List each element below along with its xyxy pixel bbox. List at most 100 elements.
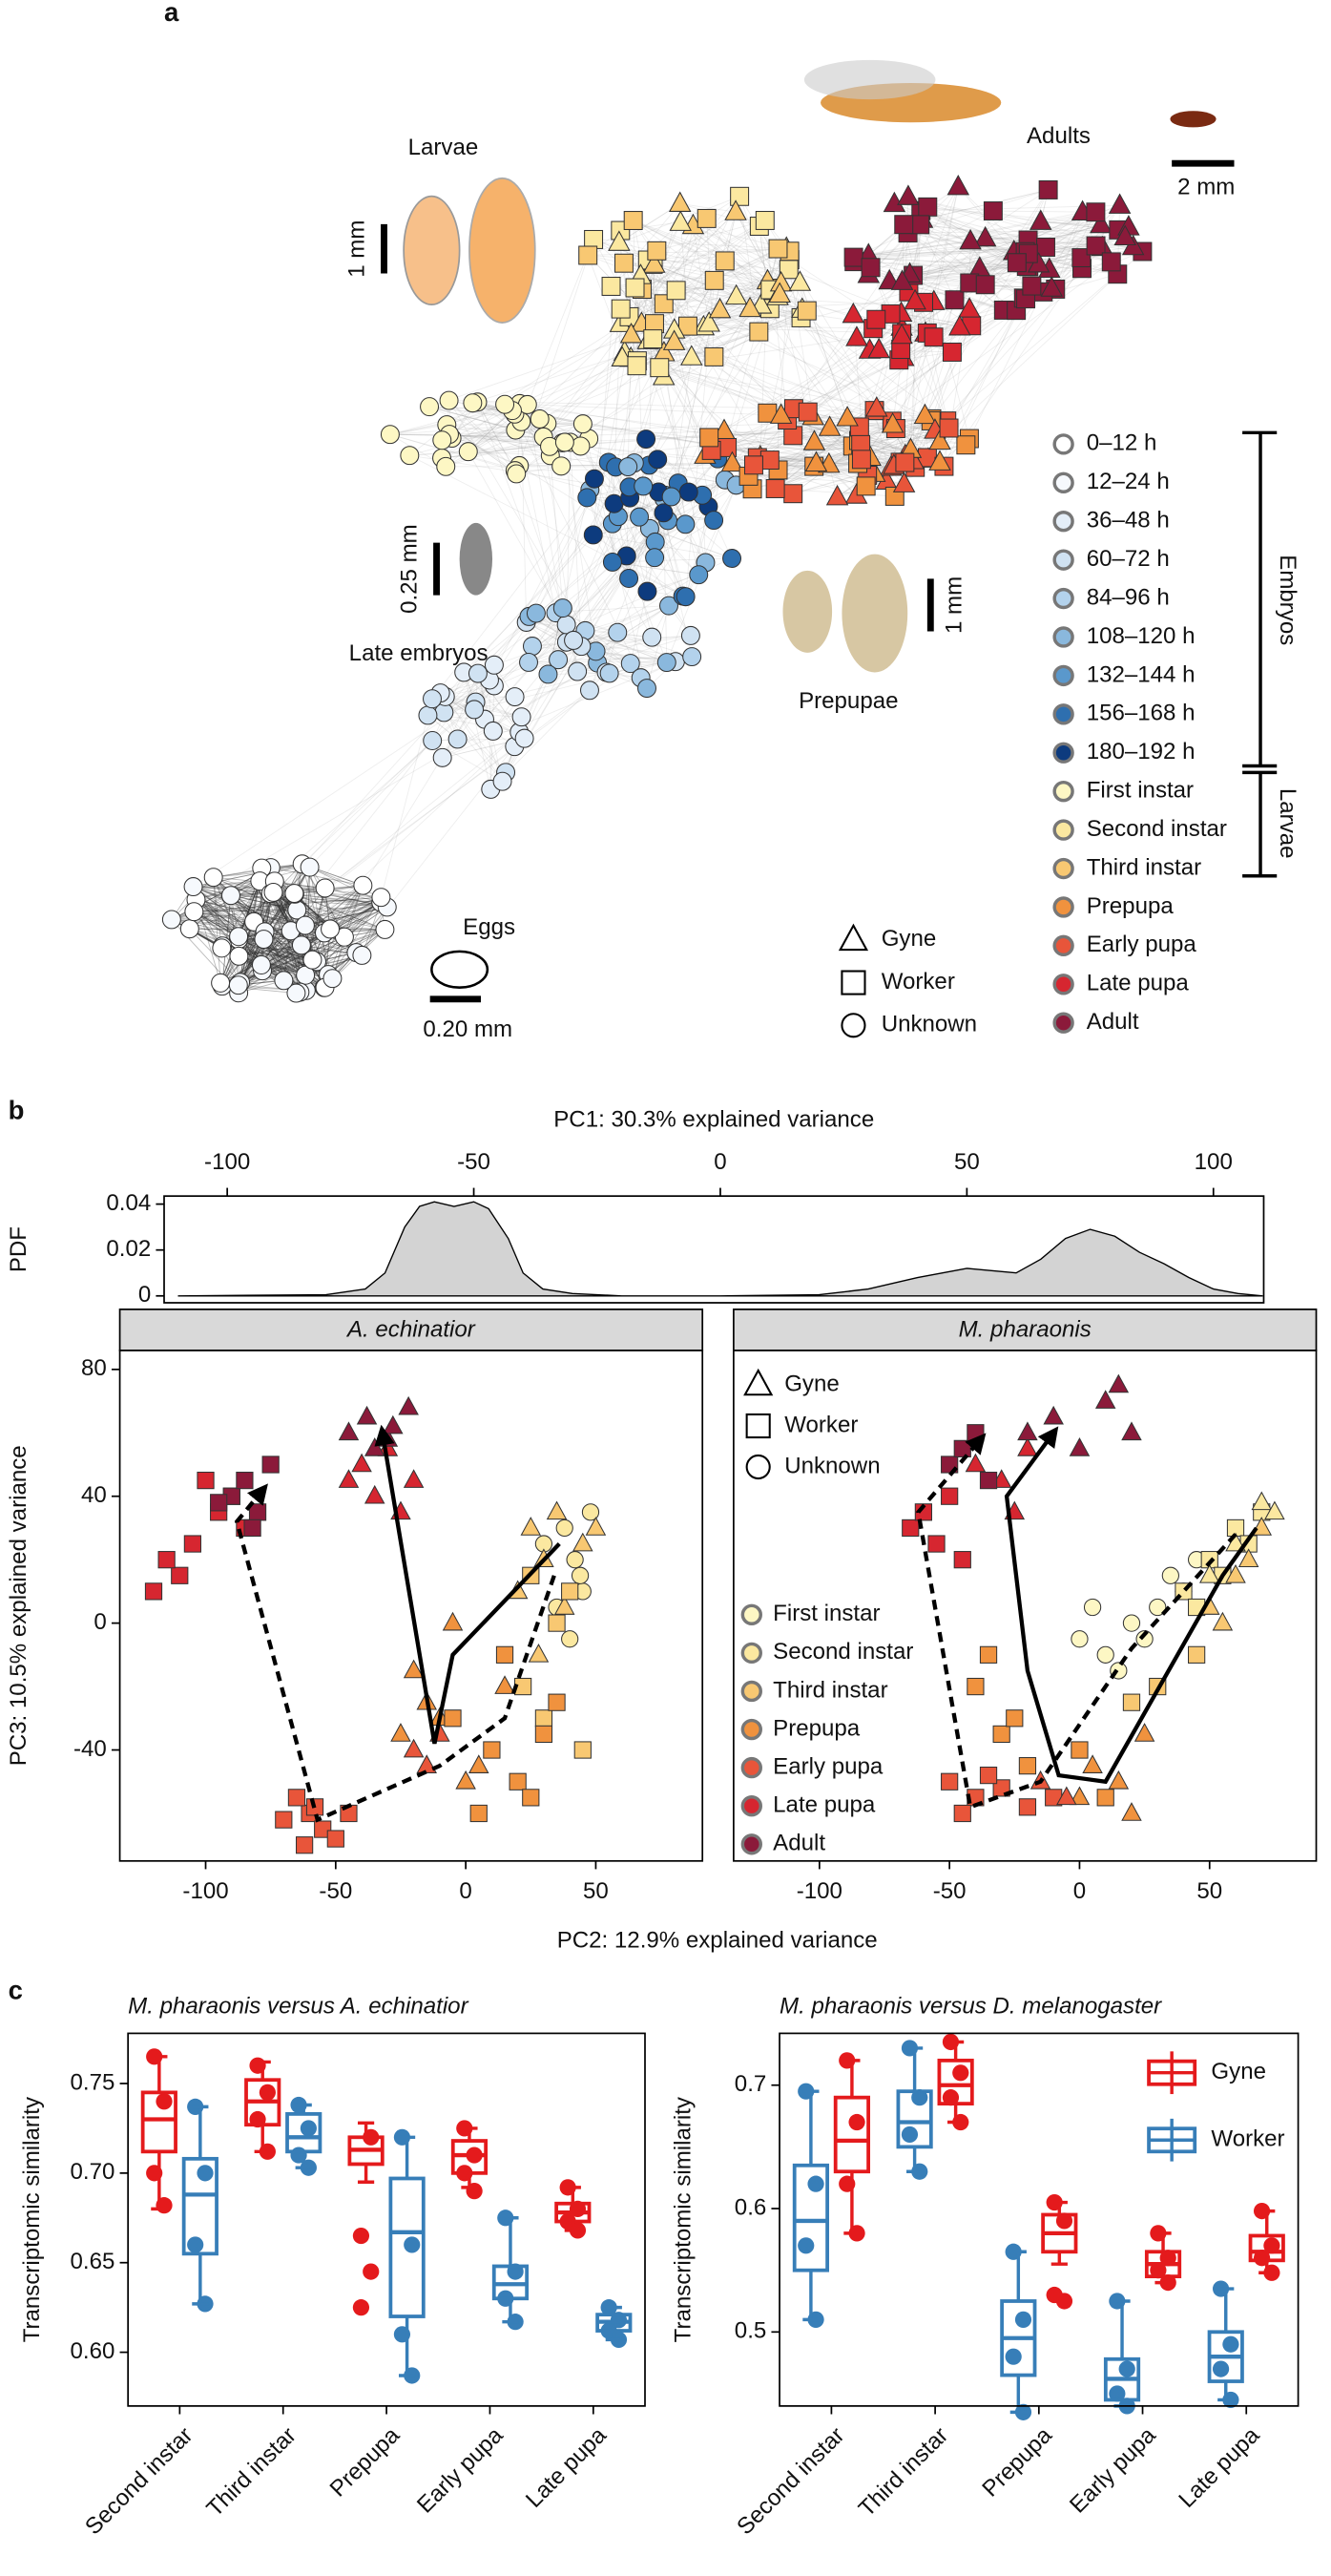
point [1096, 1789, 1114, 1807]
x-tick-label: 100 [1195, 1149, 1233, 1175]
network-edge [934, 273, 1118, 431]
y-tick-label: 0.70 [71, 2159, 115, 2185]
network-edge [656, 250, 720, 311]
point [585, 1517, 607, 1536]
network-edge [714, 248, 779, 282]
legend-label: Adult [1087, 1009, 1139, 1035]
prepupa-photo [782, 570, 833, 653]
network-node [302, 950, 322, 970]
y-tick-label: 80 [81, 1355, 107, 1381]
network-node [867, 337, 890, 359]
network-edge [900, 186, 959, 350]
prepupa-photo [842, 554, 908, 673]
network-edge [735, 211, 781, 284]
point [561, 1630, 579, 1648]
network-edge [264, 932, 325, 988]
network-node [825, 484, 849, 506]
network-edge [703, 308, 802, 328]
network-edge [305, 885, 364, 991]
network-edge [301, 896, 382, 946]
network-edge [907, 232, 1005, 311]
legend-label: 180–192 h [1087, 739, 1196, 764]
y-tick-label: 0 [94, 1609, 106, 1635]
point [352, 2299, 370, 2316]
point [1159, 2250, 1176, 2267]
network-node [959, 228, 982, 250]
network-edge [853, 247, 1103, 259]
point [338, 1421, 360, 1441]
network-node [1022, 276, 1042, 296]
network-edge [854, 237, 1126, 262]
legend-label: First instar [773, 1601, 880, 1626]
y-tick-label: 0.02 [106, 1236, 151, 1262]
legend-swatch [1052, 433, 1074, 455]
network-edge [261, 929, 385, 972]
network-node [1086, 202, 1106, 222]
network-edge [865, 210, 994, 487]
network-node [353, 875, 373, 895]
network-edge [907, 232, 1017, 311]
point [403, 1738, 425, 1758]
network-node [514, 728, 534, 748]
y-axis-title: PC3: 10.5% explained variance [6, 1445, 31, 1766]
scale-bar-label: 1 mm [941, 576, 967, 634]
network-node [759, 450, 780, 471]
legend-marker [745, 1413, 771, 1439]
point [528, 1644, 550, 1663]
network-edge [868, 210, 994, 276]
box [388, 2176, 426, 2318]
network-node [538, 664, 558, 684]
network-edge [667, 196, 740, 521]
point [1121, 1802, 1142, 1821]
point [197, 1471, 215, 1490]
point [1188, 1645, 1206, 1664]
network-edge [447, 424, 551, 456]
network-node [939, 418, 959, 438]
network-node [715, 251, 735, 271]
network-edge [194, 909, 298, 912]
network-node [220, 886, 240, 906]
x-tick-label: Late pupa [1174, 2422, 1264, 2513]
point [561, 1582, 579, 1601]
x-tick-label: 0 [714, 1149, 726, 1175]
legend-label: Third instar [1087, 854, 1201, 880]
network-node [263, 882, 283, 902]
network-edge [451, 351, 625, 439]
x-tick-label: Early pupa [1065, 2422, 1161, 2519]
network-node [769, 403, 793, 424]
network-edge [562, 497, 588, 609]
legend-swatch [1052, 857, 1074, 880]
x-tick-label: Prepupa [325, 2422, 406, 2503]
network-edge [912, 301, 916, 461]
x-tick-label: Prepupa [977, 2422, 1057, 2503]
point [1094, 1390, 1116, 1409]
network-edge [636, 291, 909, 367]
network-node [1007, 253, 1027, 273]
network-edge [595, 637, 653, 652]
network-edge [238, 889, 270, 986]
network-edge [316, 885, 364, 962]
network-edge [641, 288, 737, 298]
network-node [380, 425, 400, 445]
point [965, 1453, 987, 1473]
point [157, 1551, 176, 1569]
point [1225, 1563, 1246, 1583]
x-tick-label: Third instar [854, 2422, 953, 2522]
network-edge [778, 420, 892, 471]
point [942, 2089, 960, 2106]
network-edge [442, 673, 479, 759]
network-edge [451, 429, 516, 439]
network-node [818, 415, 842, 436]
x-tick-label: Second instar [732, 2422, 849, 2540]
network-node [634, 476, 654, 496]
network-node [352, 945, 372, 965]
point [259, 2084, 276, 2101]
network-edge [907, 229, 1119, 234]
legend-label: Prepupa [1087, 893, 1175, 919]
point [798, 2237, 815, 2254]
y-tick-label: 0.04 [106, 1190, 151, 1216]
network-edge [902, 224, 1101, 283]
point [390, 1723, 411, 1742]
x-tick-label: -100 [204, 1149, 250, 1175]
network-edge [620, 211, 737, 325]
